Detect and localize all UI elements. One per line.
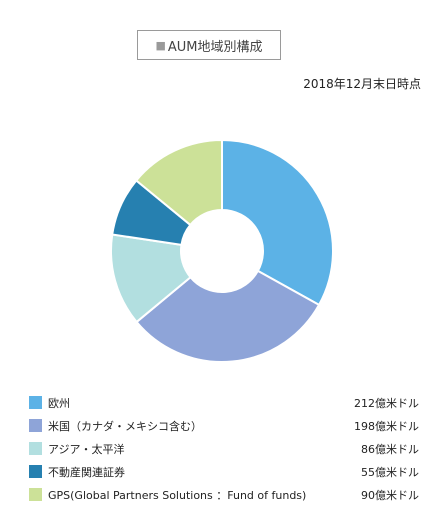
- legend-swatch-2: [29, 419, 42, 432]
- date-note: 2018年12月末日時点: [303, 77, 421, 91]
- legend-swatch-1: [29, 396, 42, 409]
- chart-legend: 欧州 212億米ドル米国（カナダ・メキシコ含む） 198億米ドルアジア・太平洋 86億…: [29, 391, 419, 506]
- donut-chart: [110, 138, 334, 363]
- legend-value-3: 86億米ドル: [361, 442, 419, 456]
- chart-title: AUM地域別構成: [167, 39, 263, 55]
- legend-swatch-3: [29, 442, 42, 455]
- chart-title-box: ■ AUM地域別構成: [137, 30, 281, 60]
- legend-label-3: アジア・太平洋: [48, 442, 125, 456]
- legend-value-5: 90億米ドル: [361, 488, 419, 502]
- legend-item-1: 欧州 212億米ドル: [29, 391, 419, 414]
- legend-label-4: 不動産関連証券: [48, 465, 125, 479]
- donut-slice-1: [221, 138, 334, 307]
- legend-value-1: 212億米ドル: [354, 396, 419, 410]
- legend-item-5: GPS(Global Partners Solutions ：Fund of f…: [29, 483, 419, 506]
- title-square-icon: ■: [155, 38, 166, 52]
- legend-label-1: 欧州: [48, 396, 70, 410]
- legend-value-4: 55億米ドル: [361, 465, 419, 479]
- legend-label-2: 米国（カナダ・メキシコ含む）: [48, 419, 202, 433]
- donut-slice-2: [135, 269, 321, 363]
- legend-value-2: 198億米ドル: [354, 419, 419, 433]
- legend-item-3: アジア・太平洋 86億米ドル: [29, 437, 419, 460]
- legend-label-5: GPS(Global Partners Solutions ：Fund of f…: [48, 488, 307, 502]
- legend-swatch-5: [29, 488, 42, 501]
- donut-slice-5: [134, 138, 223, 227]
- legend-item-4: 不動産関連証券 55億米ドル: [29, 460, 419, 483]
- legend-swatch-4: [29, 465, 42, 478]
- legend-item-2: 米国（カナダ・メキシコ含む） 198億米ドル: [29, 414, 419, 437]
